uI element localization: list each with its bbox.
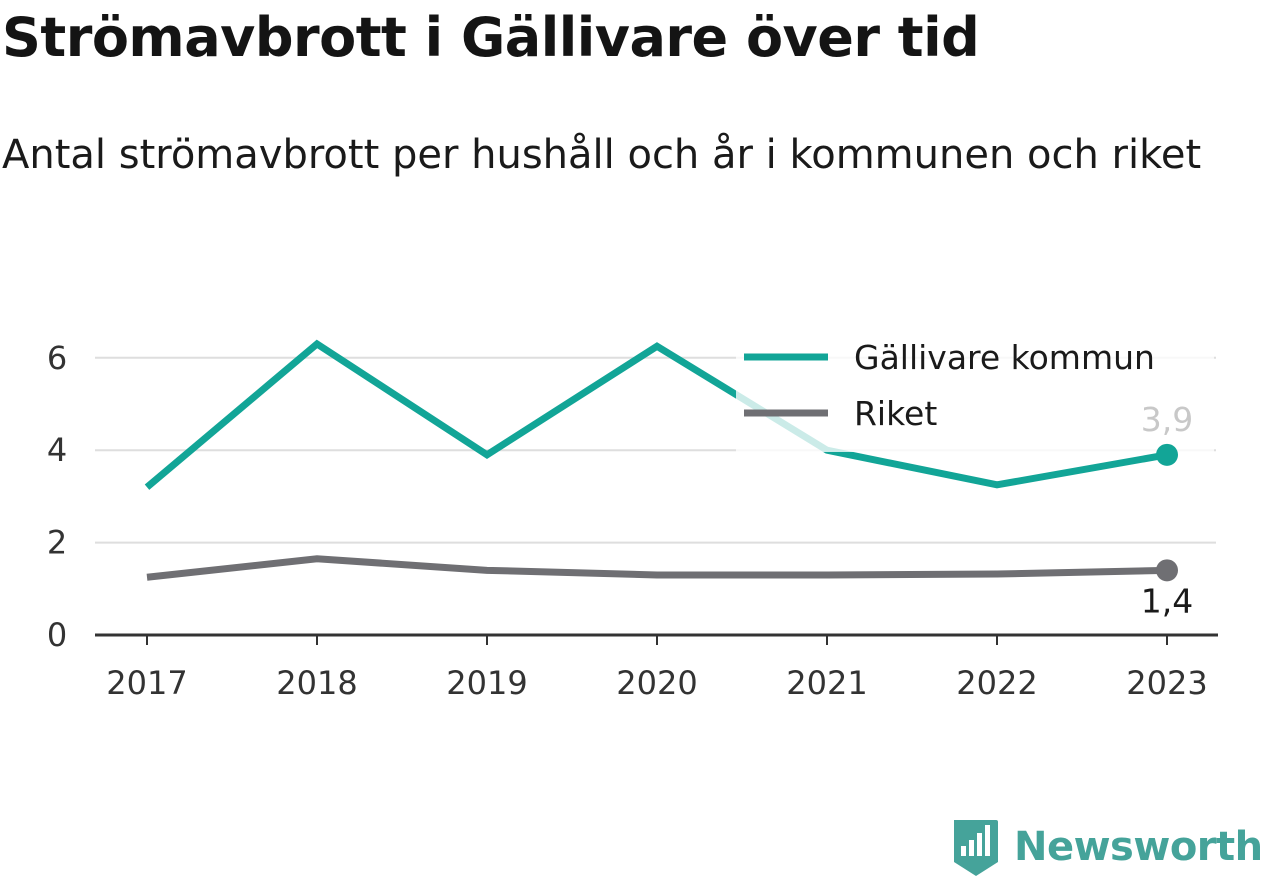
legend-label-riket: Riket bbox=[854, 394, 937, 433]
end-value-label-riket: 1,4 bbox=[1141, 581, 1193, 620]
end-markers: 3,9 1,4 bbox=[1141, 400, 1193, 621]
x-tick-label-2017: 2017 bbox=[106, 664, 187, 702]
newsworthy-bar-chart-logo-icon bbox=[954, 820, 998, 876]
x-tick-label-2023: 2023 bbox=[1126, 664, 1207, 702]
x-axis-ticks: 2017 2018 2019 2020 2021 2022 2023 bbox=[106, 635, 1208, 702]
series-lines bbox=[144, 339, 1168, 581]
end-point-riket bbox=[1156, 559, 1178, 582]
x-tick-label-2021: 2021 bbox=[786, 664, 867, 702]
legend-label-gallivare: Gällivare kommun bbox=[854, 338, 1155, 377]
x-tick-label-2020: 2020 bbox=[616, 664, 697, 702]
y-tick-label-0: 0 bbox=[47, 616, 67, 654]
chart-subtitle: Antal strömavbrott per hushåll och år i … bbox=[2, 132, 1202, 178]
series-line-riket bbox=[146, 555, 1168, 581]
y-tick-label-4: 4 bbox=[47, 431, 67, 469]
end-value-label-gallivare: 3,9 bbox=[1141, 400, 1193, 439]
end-point-gallivare bbox=[1156, 443, 1178, 466]
x-tick-label-2019: 2019 bbox=[446, 664, 527, 702]
y-tick-label-2: 2 bbox=[47, 524, 67, 562]
y-tick-label-6: 6 bbox=[47, 339, 67, 377]
x-tick-label-2022: 2022 bbox=[956, 664, 1037, 702]
newsworthy-logo: Newsworthy bbox=[950, 816, 1262, 878]
y-axis-ticks: 0 2 4 6 bbox=[47, 339, 67, 654]
series-line-gallivare bbox=[144, 339, 1168, 490]
x-tick-label-2018: 2018 bbox=[276, 664, 357, 702]
brand-name: Newsworthy bbox=[1014, 824, 1262, 870]
chart-title: Strömavbrott i Gällivare över tid bbox=[2, 6, 980, 69]
legend: Gällivare kommun Riket bbox=[736, 332, 1214, 452]
legend-background bbox=[736, 332, 1214, 452]
